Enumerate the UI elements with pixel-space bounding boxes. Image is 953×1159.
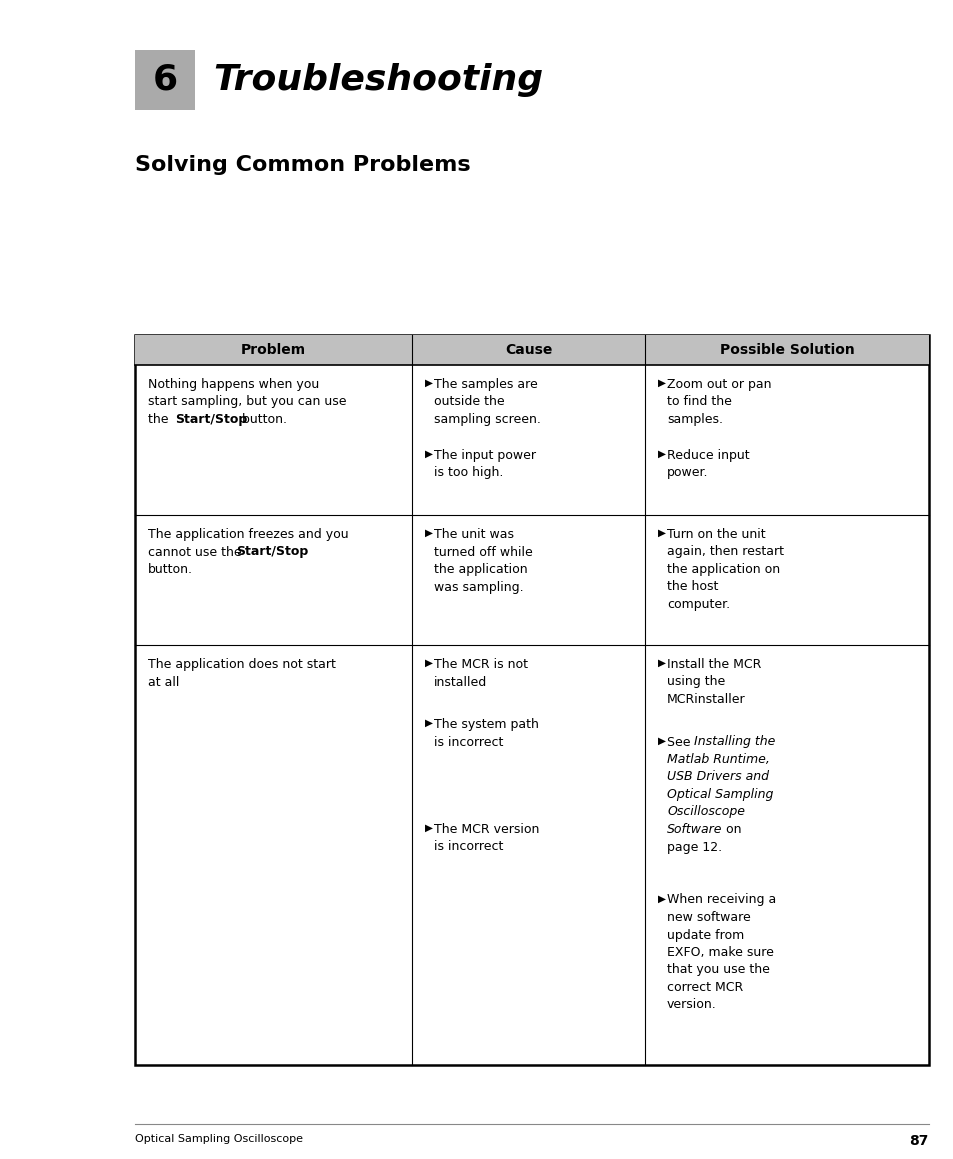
Text: ▶: ▶: [424, 658, 433, 668]
Text: is too high.: is too high.: [434, 466, 503, 479]
Text: was sampling.: was sampling.: [434, 581, 523, 593]
Text: Possible Solution: Possible Solution: [719, 343, 854, 357]
Text: ▶: ▶: [658, 449, 665, 459]
Text: ▶: ▶: [424, 529, 433, 538]
Text: The application freezes and you: The application freezes and you: [148, 529, 348, 541]
Text: Cause: Cause: [504, 343, 552, 357]
Text: Zoom out or pan: Zoom out or pan: [666, 378, 771, 391]
Text: The MCR version: The MCR version: [434, 823, 538, 836]
Text: Install the MCR: Install the MCR: [666, 658, 760, 671]
Text: ▶: ▶: [424, 823, 433, 833]
Text: Solving Common Problems: Solving Common Problems: [135, 155, 470, 175]
Text: When receiving a: When receiving a: [666, 894, 776, 906]
Text: Optical Sampling: Optical Sampling: [666, 788, 773, 801]
Text: ▶: ▶: [658, 736, 665, 745]
Text: Turn on the unit: Turn on the unit: [666, 529, 765, 541]
Text: the application on: the application on: [666, 563, 780, 576]
Text: The input power: The input power: [434, 449, 536, 461]
Text: power.: power.: [666, 466, 708, 479]
Text: turned off while: turned off while: [434, 546, 532, 559]
Text: Software: Software: [666, 823, 721, 836]
Text: ▶: ▶: [424, 378, 433, 388]
Text: ▶: ▶: [424, 449, 433, 459]
Text: The MCR is not: The MCR is not: [434, 658, 527, 671]
Text: to find the: to find the: [666, 395, 731, 408]
Text: The unit was: The unit was: [434, 529, 514, 541]
Text: 6: 6: [152, 63, 177, 97]
Text: Troubleshooting: Troubleshooting: [213, 63, 542, 97]
Text: Start/Stop: Start/Stop: [174, 413, 247, 427]
Text: Installing the: Installing the: [693, 736, 774, 749]
Text: Optical Sampling Oscilloscope: Optical Sampling Oscilloscope: [135, 1134, 303, 1144]
Text: Matlab Runtime,: Matlab Runtime,: [666, 753, 769, 766]
Text: outside the: outside the: [434, 395, 504, 408]
Text: computer.: computer.: [666, 598, 729, 611]
Text: button.: button.: [148, 563, 193, 576]
Text: using the: using the: [666, 676, 724, 688]
Bar: [135, 50, 194, 110]
Text: The system path: The system path: [434, 717, 538, 731]
Text: USB Drivers and: USB Drivers and: [666, 771, 768, 783]
Text: button.: button.: [237, 413, 287, 427]
Text: Problem: Problem: [241, 343, 306, 357]
Text: update from: update from: [666, 928, 743, 941]
Text: on: on: [720, 823, 740, 836]
Bar: [135, 335, 928, 365]
Text: the application: the application: [434, 563, 527, 576]
Text: that you use the: that you use the: [666, 963, 769, 977]
Text: ▶: ▶: [658, 529, 665, 538]
Text: sampling screen.: sampling screen.: [434, 413, 540, 427]
Text: See: See: [666, 736, 694, 749]
Text: the host: the host: [666, 581, 718, 593]
Text: The samples are: The samples are: [434, 378, 537, 391]
Text: again, then restart: again, then restart: [666, 546, 783, 559]
Text: samples.: samples.: [666, 413, 722, 427]
Text: ▶: ▶: [424, 717, 433, 728]
Text: start sampling, but you can use: start sampling, but you can use: [148, 395, 346, 408]
Text: at all: at all: [148, 676, 179, 688]
Text: MCRinstaller: MCRinstaller: [666, 693, 745, 706]
Text: ▶: ▶: [658, 894, 665, 904]
Text: version.: version.: [666, 999, 716, 1012]
Text: ▶: ▶: [658, 378, 665, 388]
Text: EXFO, make sure: EXFO, make sure: [666, 946, 773, 958]
Text: correct MCR: correct MCR: [666, 981, 742, 994]
Text: Start/Stop: Start/Stop: [235, 546, 308, 559]
Bar: [135, 335, 928, 1065]
Text: is incorrect: is incorrect: [434, 840, 503, 853]
Text: The application does not start: The application does not start: [148, 658, 335, 671]
Text: the: the: [148, 413, 172, 427]
Text: Oscilloscope: Oscilloscope: [666, 806, 744, 818]
Text: is incorrect: is incorrect: [434, 736, 503, 749]
Text: page 12.: page 12.: [666, 840, 721, 853]
Text: Nothing happens when you: Nothing happens when you: [148, 378, 319, 391]
Text: 87: 87: [908, 1134, 928, 1149]
Text: installed: installed: [434, 676, 487, 688]
Text: new software: new software: [666, 911, 750, 924]
Text: cannot use the: cannot use the: [148, 546, 245, 559]
Text: ▶: ▶: [658, 658, 665, 668]
Text: Reduce input: Reduce input: [666, 449, 749, 461]
